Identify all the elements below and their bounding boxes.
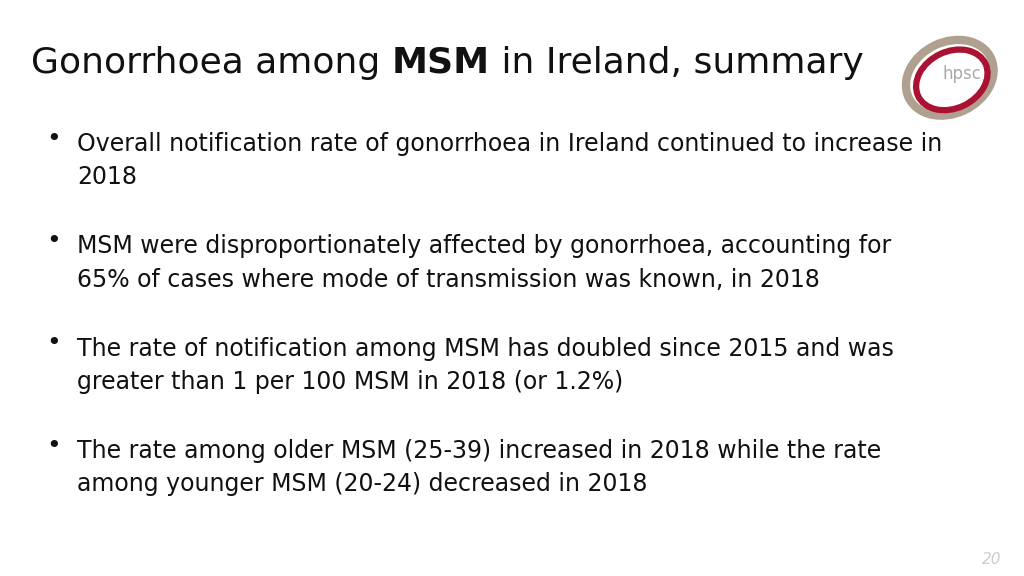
Text: The rate of notification among MSM has doubled since 2015 and was
greater than 1: The rate of notification among MSM has d… [77,336,894,394]
Text: in Ireland, summary: in Ireland, summary [489,46,863,80]
Text: •: • [46,331,60,355]
Text: hpsc: hpsc [943,66,982,84]
Text: Overall notification rate of gonorrhoea in Ireland continued to increase in
2018: Overall notification rate of gonorrhoea … [77,132,942,190]
Text: MSM: MSM [391,46,489,80]
Text: •: • [46,127,60,150]
Text: 20: 20 [982,552,1001,567]
Text: MSM were disproportionately affected by gonorrhoea, accounting for
65% of cases : MSM were disproportionately affected by … [77,234,891,292]
Text: •: • [46,229,60,253]
Text: The rate among older MSM (25-39) increased in 2018 while the rate
among younger : The rate among older MSM (25-39) increas… [77,439,881,497]
Text: •: • [46,434,60,457]
Text: Gonorrhoea among: Gonorrhoea among [31,46,391,80]
